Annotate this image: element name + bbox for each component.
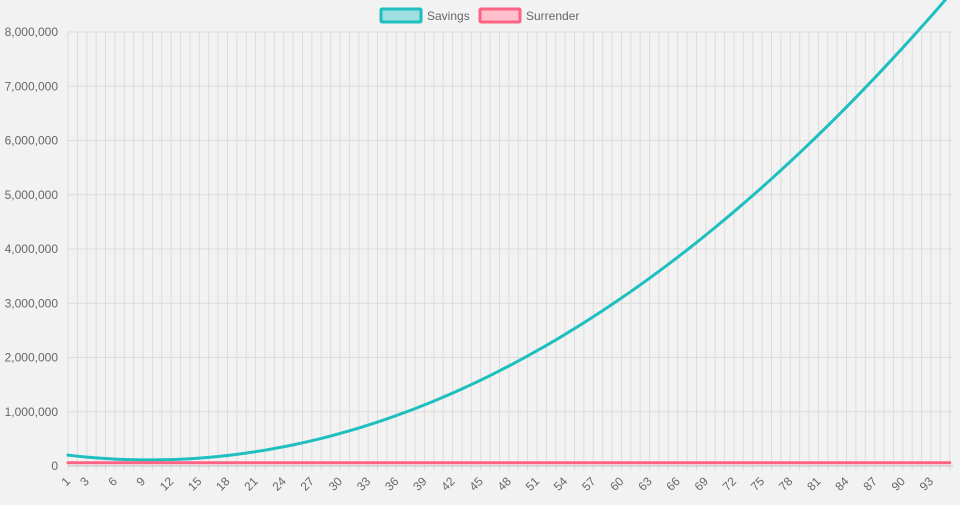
legend-swatch-savings xyxy=(379,7,423,24)
y-tick-label: 2,000,000 xyxy=(5,351,59,365)
series-line-savings xyxy=(66,0,948,462)
x-tick-label: 84 xyxy=(832,474,852,494)
x-tick-label: 93 xyxy=(917,474,937,494)
legend-item-surrender[interactable]: Surrender xyxy=(478,7,579,24)
x-tick-label: 30 xyxy=(326,474,346,494)
x-tick-label: 90 xyxy=(889,474,909,494)
x-tick-label: 72 xyxy=(720,474,740,494)
x-tick-label: 21 xyxy=(241,474,261,494)
y-tick-label: 3,000,000 xyxy=(5,296,59,310)
x-tick-label: 36 xyxy=(382,474,402,494)
y-tick-label: 7,000,000 xyxy=(5,79,59,93)
x-tick-label: 57 xyxy=(579,474,599,494)
x-tick-label: 15 xyxy=(185,474,205,494)
x-tick-label: 1 xyxy=(58,474,73,489)
x-tick-label: 87 xyxy=(860,474,880,494)
legend-swatch-surrender xyxy=(478,7,522,24)
x-tick-label: 39 xyxy=(410,474,430,494)
x-tick-label: 9 xyxy=(134,474,149,489)
x-tick-label: 33 xyxy=(354,474,374,494)
x-tick-label: 24 xyxy=(270,474,290,494)
x-axis-tick-labels: 1 3 6 9 12 15 18 21 24 27 30 33 36 39 42 45 48 51 54 57 60 63… xyxy=(58,474,936,494)
x-tick-label: 48 xyxy=(495,474,515,494)
x-tick-label: 75 xyxy=(748,474,768,494)
vertical-gridlines xyxy=(67,32,951,470)
y-tick-label: 6,000,000 xyxy=(5,134,59,148)
x-tick-label: 18 xyxy=(213,474,233,494)
x-tick-label: 42 xyxy=(438,474,458,494)
x-tick-label: 45 xyxy=(466,474,486,494)
x-tick-label: 69 xyxy=(692,474,712,494)
x-tick-label: 81 xyxy=(804,474,824,494)
x-tick-label: 51 xyxy=(523,474,543,494)
legend-label-savings: Savings xyxy=(427,9,470,23)
y-tick-label: 8,000,000 xyxy=(5,25,59,39)
x-tick-label: 63 xyxy=(635,474,655,494)
y-tick-label: 5,000,000 xyxy=(5,188,59,202)
x-tick-label: 54 xyxy=(551,474,571,494)
x-tick-label: 12 xyxy=(157,474,177,494)
x-tick-label: 66 xyxy=(663,474,683,494)
x-tick-label: 60 xyxy=(607,474,627,494)
series-layer xyxy=(66,0,952,465)
x-tick-label: 6 xyxy=(105,474,120,489)
x-tick-label: 27 xyxy=(298,474,318,494)
x-tick-label: 3 xyxy=(77,474,92,489)
legend[interactable]: Savings Surrender xyxy=(379,7,579,24)
x-tick-label: 78 xyxy=(776,474,796,494)
y-tick-label: 0 xyxy=(51,459,58,473)
legend-item-savings[interactable]: Savings xyxy=(379,7,470,24)
legend-label-surrender: Surrender xyxy=(526,9,579,23)
y-tick-label: 4,000,000 xyxy=(5,242,59,256)
y-axis-tick-labels: 0 1,000,000 2,000,000 3,000,000 4,000,000 5,0… xyxy=(5,25,59,473)
horizontal-gridlines xyxy=(68,31,953,467)
y-tick-label: 1,000,000 xyxy=(5,405,59,419)
